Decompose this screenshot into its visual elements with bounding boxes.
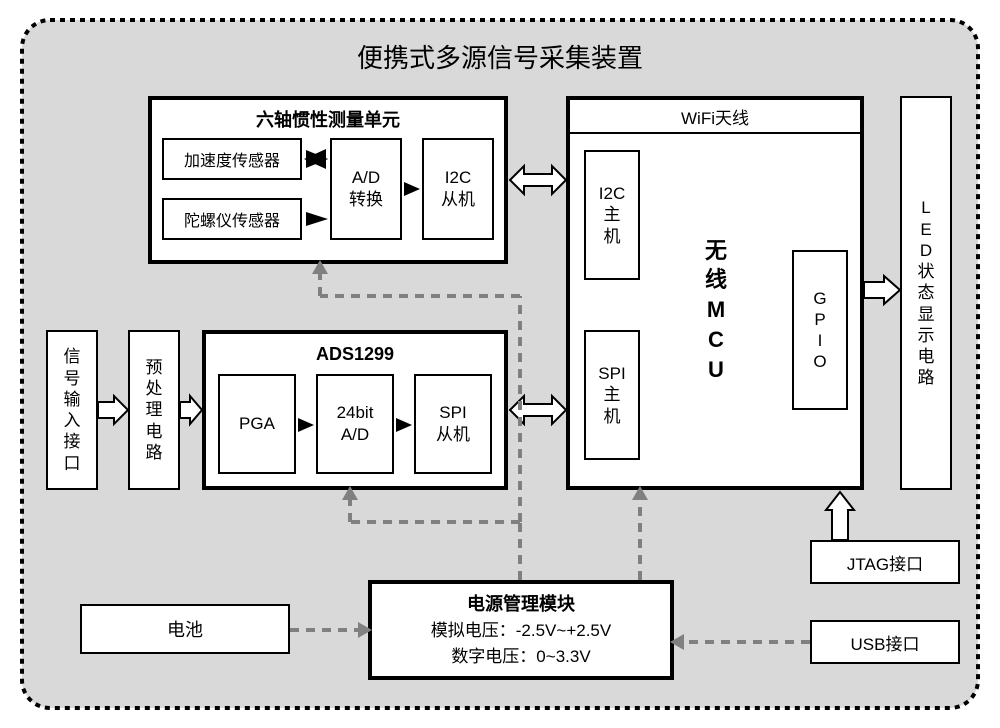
arrow-jtag-mcu (826, 492, 854, 540)
ads-pga: PGA (218, 374, 296, 474)
usb-port: USB接口 (810, 620, 960, 664)
arrow-preproc-ads (180, 396, 202, 424)
power-analog: 模拟电压：-2.5V~+2.5V (431, 618, 611, 644)
ads-spi: SPI 从机 (414, 374, 492, 474)
imu-accel: 加速度传感器 (162, 138, 302, 180)
imu-gyro: 陀螺仪传感器 (162, 198, 302, 240)
ads-title: ADS1299 (206, 340, 504, 368)
mcu-gpio: G P I O (792, 250, 848, 410)
power-module: 电源管理模块 模拟电压：-2.5V~+2.5V 数字电压：0~3.3V (368, 580, 674, 680)
mcu-i2c: I2C 主 机 (584, 150, 640, 280)
led-status: L E D 状 态 显 示 电 路 (900, 96, 952, 490)
imu-title: 六轴惯性测量单元 (152, 104, 504, 134)
mcu-wifi: WiFi天线 (570, 100, 860, 134)
signal-input: 信 号 输 入 接 口 (46, 330, 98, 490)
power-title: 电源管理模块 (467, 591, 575, 618)
jtag-port: JTAG接口 (810, 540, 960, 584)
arrow-mcu-led (864, 276, 900, 304)
imu-i2c: I2C 从机 (422, 138, 494, 240)
battery: 电池 (80, 604, 290, 654)
arrow-imu-mcu (510, 166, 566, 194)
power-digital: 数字电压：0~3.3V (451, 644, 590, 670)
imu-ad: A/D 转换 (330, 138, 402, 240)
ads-adc: 24bit A/D (316, 374, 394, 474)
mcu-center-label: 无 线 M C U (676, 220, 756, 400)
mcu-spi: SPI 主 机 (584, 330, 640, 460)
arrow-ads-mcu (510, 396, 566, 424)
preprocess-circuit: 预 处 理 电 路 (128, 330, 180, 490)
diagram-title: 便携式多源信号采集装置 (300, 36, 700, 76)
arrow-sigin-preproc (98, 396, 128, 424)
